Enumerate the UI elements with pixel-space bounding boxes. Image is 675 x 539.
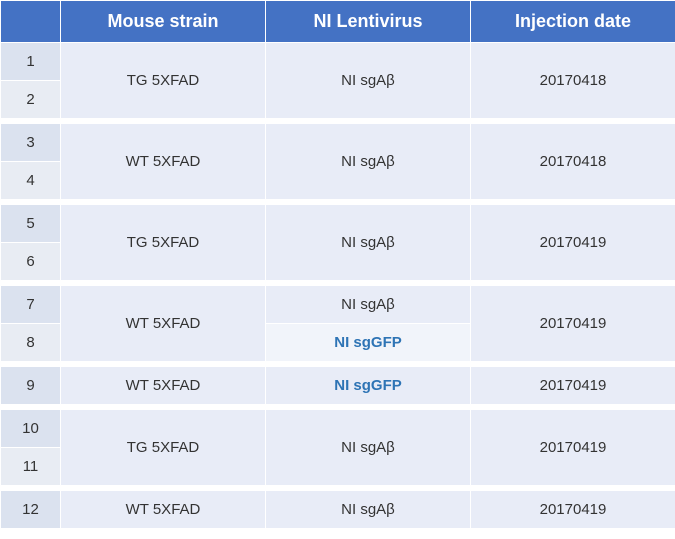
cell-virus: NI sgAβ: [266, 286, 471, 324]
row-index: 4: [1, 162, 61, 200]
table-row: 7 WT 5XFAD NI sgAβ 20170419: [1, 286, 675, 324]
cell-date: 20170419: [471, 491, 675, 529]
row-index: 2: [1, 81, 61, 119]
row-index: 9: [1, 367, 61, 405]
hdr-strain: Mouse strain: [61, 1, 266, 43]
table-row: 5 TG 5XFAD NI sgAβ 20170419: [1, 205, 675, 243]
table-row: 3 WT 5XFAD NI sgAβ 20170418: [1, 124, 675, 162]
cell-strain: WT 5XFAD: [61, 286, 266, 362]
cell-strain: TG 5XFAD: [61, 205, 266, 281]
hdr-date: Injection date: [471, 1, 675, 43]
hdr-blank: [1, 1, 61, 43]
row-index: 1: [1, 43, 61, 81]
row-index: 6: [1, 243, 61, 281]
cell-virus-hilite: NI sgGFP: [266, 324, 471, 362]
cell-virus: NI sgAβ: [266, 124, 471, 200]
cell-virus: NI sgAβ: [266, 410, 471, 486]
table-row: 1 TG 5XFAD NI sgAβ 20170418: [1, 43, 675, 81]
cell-strain: WT 5XFAD: [61, 124, 266, 200]
row-index: 8: [1, 324, 61, 362]
cell-strain: WT 5XFAD: [61, 367, 266, 405]
table-row: 10 TG 5XFAD NI sgAβ 20170419: [1, 410, 675, 448]
cell-virus-hilite: NI sgGFP: [266, 367, 471, 405]
row-index: 11: [1, 448, 61, 486]
cell-date: 20170419: [471, 410, 675, 486]
row-index: 7: [1, 286, 61, 324]
cell-strain: TG 5XFAD: [61, 43, 266, 119]
cell-date: 20170419: [471, 367, 675, 405]
cell-date: 20170419: [471, 205, 675, 281]
cell-date: 20170418: [471, 43, 675, 119]
row-index: 3: [1, 124, 61, 162]
experiment-table: Mouse strain NI Lentivirus Injection dat…: [0, 0, 675, 529]
cell-strain: WT 5XFAD: [61, 491, 266, 529]
cell-virus: NI sgAβ: [266, 205, 471, 281]
hdr-virus: NI Lentivirus: [266, 1, 471, 43]
table-row: 9 WT 5XFAD NI sgGFP 20170419: [1, 367, 675, 405]
row-index: 5: [1, 205, 61, 243]
row-index: 10: [1, 410, 61, 448]
cell-strain: TG 5XFAD: [61, 410, 266, 486]
row-index: 12: [1, 491, 61, 529]
cell-virus: NI sgAβ: [266, 491, 471, 529]
cell-virus: NI sgAβ: [266, 43, 471, 119]
cell-date: 20170419: [471, 286, 675, 362]
header-row: Mouse strain NI Lentivirus Injection dat…: [1, 1, 675, 43]
cell-date: 20170418: [471, 124, 675, 200]
table-row: 12 WT 5XFAD NI sgAβ 20170419: [1, 491, 675, 529]
